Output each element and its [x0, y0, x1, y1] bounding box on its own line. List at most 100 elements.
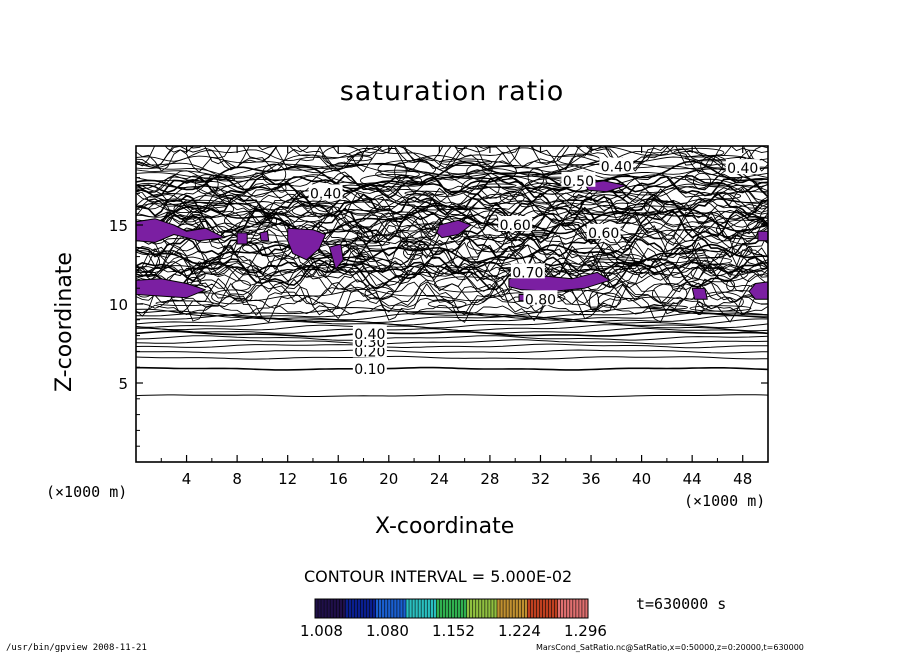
contour-loop: [155, 300, 215, 307]
contour-label-bg: [308, 184, 343, 200]
contour-loop: [427, 299, 467, 309]
colorbar-segment: [402, 599, 406, 618]
colorbar-segment: [509, 599, 513, 618]
contour-loop: [715, 219, 768, 240]
y-axis-label: Z-coordinate: [52, 252, 77, 392]
contour-line: [136, 349, 768, 354]
x-tick-label: 20: [379, 470, 398, 488]
contour-line: [136, 244, 768, 268]
contour-loop: [231, 280, 251, 291]
contour-loop: [354, 234, 409, 250]
chart-title: saturation ratio: [339, 76, 565, 107]
colorbar-segment: [506, 599, 510, 618]
supersaturated-region: [748, 281, 768, 300]
contour-loop: [173, 199, 235, 219]
contour-loop: [700, 156, 723, 175]
contour-interval: CONTOUR INTERVAL = 5.000E-02: [304, 567, 573, 586]
colorbar-segment: [484, 599, 488, 618]
contour-label: 0.40: [601, 160, 632, 176]
colorbar-segment: [563, 599, 567, 618]
contour-label: 0.40: [310, 186, 341, 202]
contour-loop: [643, 200, 665, 214]
contour-loop: [403, 245, 424, 260]
contour-loop: [589, 291, 600, 312]
contour-line: [136, 209, 768, 219]
contour-loop: [692, 172, 712, 190]
colorbar-segment: [457, 599, 461, 618]
contour-line: [136, 146, 768, 182]
colorbar-segment: [551, 599, 555, 618]
contour-line: [136, 330, 768, 338]
contour-loop: [511, 236, 525, 251]
colorbar-segment: [460, 599, 464, 618]
colorbar-segment: [366, 599, 370, 618]
colorbar-segment: [469, 599, 473, 618]
colorbar-segment: [327, 599, 331, 618]
contour-line: [136, 335, 768, 341]
colorbar-segment: [351, 599, 355, 618]
colorbar-segment: [472, 599, 476, 618]
contour-loop: [344, 201, 381, 215]
contour-label-bg: [510, 263, 545, 279]
contour-line: [136, 320, 768, 329]
contour-loop: [377, 160, 437, 179]
contour-loop: [678, 250, 727, 259]
contour-label-bg: [523, 290, 558, 306]
colorbar-tick-label: 1.008: [300, 622, 343, 640]
footer-right: MarsCond_SatRatio.nc@SatRatio,x=0:50000,…: [536, 643, 804, 652]
colorbar-segment: [318, 599, 322, 618]
colorbar-segment: [545, 599, 549, 618]
x-tick-label: 28: [480, 470, 499, 488]
contour-line: [136, 260, 768, 274]
colorbar-segment: [387, 599, 391, 618]
contour-label: 0.60: [500, 218, 531, 234]
contour-line: [136, 295, 768, 310]
supersaturated-region: [436, 219, 472, 239]
contour-line: [136, 343, 768, 349]
x-tick-label: 44: [683, 470, 702, 488]
contour-line: [136, 339, 768, 345]
contour-line: [136, 264, 768, 295]
colorbar-segment: [536, 599, 540, 618]
contour-loop: [695, 302, 704, 316]
colorbar-segment: [518, 599, 522, 618]
contour-loop: [242, 241, 291, 255]
contour-label-bg: [599, 157, 634, 173]
contour-lines: [136, 146, 768, 398]
contour-loop: [580, 194, 629, 216]
colorbar-segment: [399, 599, 403, 618]
colorbar-segment: [363, 599, 367, 618]
contour-line: [136, 160, 768, 193]
colorbar-segment: [396, 599, 400, 618]
contour-loop: [570, 212, 632, 221]
contour-line: [136, 174, 768, 188]
contour-line: [136, 244, 768, 279]
colorbar-segment: [575, 599, 579, 618]
colorbar-segment: [390, 599, 394, 618]
colorbar-segment: [515, 599, 519, 618]
colorbar-segment: [527, 599, 531, 618]
contour-loop: [466, 161, 517, 182]
colorbar-segment: [490, 599, 494, 618]
colorbar-tick-label: 1.224: [498, 622, 541, 640]
supersaturated-region: [691, 287, 708, 300]
contour-loop: [375, 169, 420, 179]
contour-loop: [394, 162, 407, 182]
contour-loop: [651, 283, 688, 305]
contour-loop: [673, 147, 725, 158]
contour-loop: [146, 193, 194, 205]
contour-loop: [356, 227, 374, 242]
contour-loop: [399, 223, 463, 246]
y-tick-label: 10: [109, 296, 128, 314]
contour-line: [136, 314, 768, 324]
x-tick-label: 36: [581, 470, 600, 488]
contour-line: [136, 181, 768, 198]
colorbar-segment: [512, 599, 516, 618]
contour-loop: [404, 190, 446, 196]
colorbar-segment: [478, 599, 482, 618]
contour-loop: [446, 160, 493, 180]
colorbar-segment: [445, 599, 449, 618]
colorbar-tick-label: 1.080: [366, 622, 409, 640]
colorbar-segment: [584, 599, 588, 618]
contour-line: [136, 247, 768, 283]
